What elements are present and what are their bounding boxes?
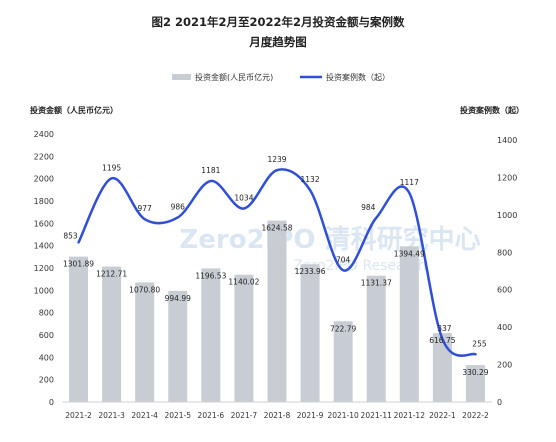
x-tick-label: 2021-3 [98,411,125,420]
left-tick-label: 1400 [34,242,54,251]
line-value-label: 853 [63,231,78,240]
x-tick-label: 2021-2 [65,411,92,420]
bar-value-label: 616.75 [429,336,455,345]
legend-label-bar: 投资金额(人民币亿元) [195,72,273,82]
line-value-label: 1132 [301,175,320,184]
bar [135,282,155,402]
bar-value-label: 330.29 [462,368,488,377]
left-tick-label: 2400 [34,130,54,139]
bar-value-label: 1196.53 [195,271,226,280]
bar-value-label: 1394.49 [394,249,425,258]
right-tick-label: 1400 [497,136,517,145]
bar-value-label: 1070.80 [129,285,160,294]
x-tick-label: 2021-11 [361,411,393,420]
right-tick-label: 600 [497,286,512,295]
right-tick-label: 400 [497,323,512,332]
right-axis-title: 投资案例数（起） [460,105,524,115]
line-value-label: 704 [336,255,351,264]
x-tick-label: 2021-7 [231,411,258,420]
right-tick-label: 1200 [497,173,517,182]
left-tick-label: 1000 [34,286,54,295]
line-value-label: 1195 [102,163,121,172]
bar-value-label: 1131.37 [361,279,392,288]
bar [168,290,188,402]
bar [399,246,419,402]
line-labels: 853 1195 977 986 1181 1034 1239 1132 704 984 1117 3… [63,155,486,348]
watermark-line1: Zero2IPO 清科研究中心 [179,224,480,255]
bar-value-label: 994.99 [165,294,191,303]
left-tick-label: 800 [39,309,54,318]
right-tick-label: 0 [497,398,502,407]
left-tick-label: 1200 [34,264,54,273]
right-tick-label: 800 [497,248,512,257]
x-tick-label: 2021-10 [327,411,359,420]
legend-label-line: 投资案例数（起） [326,72,390,82]
x-axis-ticks: 2021-2 2021-3 2021-4 2021-5 2021-6 2021-7 2021… [65,411,489,420]
left-tick-label: 400 [39,353,54,362]
bar [366,275,386,402]
bar [432,333,452,402]
line-value-label: 1181 [201,166,220,175]
left-axis-ticks: 0 200 400 600 800 1000 1200 1400 1600 1800 2000 220… [34,130,54,407]
legend-swatch-bar [172,74,191,80]
bar-value-label: 1624.58 [261,224,292,233]
line-value-label: 255 [472,339,487,348]
x-tick-label: 2021-12 [394,411,426,420]
watermark: Zero2IPO 清科研究中心 Zero2IPO Research [179,224,480,274]
line-value-label: 986 [171,202,186,211]
right-axis-ticks: 0 200 400 600 800 1000 1200 1400 [497,136,517,407]
bar [465,365,485,402]
line-value-label: 1117 [400,178,419,187]
line-value-label: 984 [361,203,376,212]
bar [69,256,89,402]
left-tick-label: 600 [39,331,54,340]
watermark-line2: Zero2IPO Research [293,258,426,274]
bar-value-label: 722.79 [330,324,356,333]
left-tick-label: 2200 [34,152,54,161]
right-tick-label: 200 [497,361,512,370]
left-tick-label: 1800 [34,197,54,206]
left-tick-label: 2000 [34,175,54,184]
x-tick-label: 2022-2 [462,411,489,420]
bar-value-label: 1233.96 [295,267,326,276]
bar [102,266,122,402]
x-tick-label: 2021-8 [264,411,291,420]
chart-title: 图2 2021年2月至2022年2月投资金额与案例数 [151,15,405,29]
bar [300,264,320,402]
x-tick-label: 2022-1 [429,411,456,420]
left-axis-title: 投资金额（人民币亿元） [30,105,118,115]
bar-value-label: 1212.71 [96,270,127,279]
line-value-label: 1034 [234,193,253,202]
bar-series [69,220,485,402]
bar [234,274,254,402]
line-series [77,168,477,357]
line-value-label: 1239 [267,155,286,164]
bar [201,268,221,402]
x-tick-label: 2021-5 [164,411,191,420]
bar-value-label: 1140.02 [228,278,259,287]
bar [333,321,353,402]
x-tick-label: 2021-9 [297,411,324,420]
legend: 投资金额(人民币亿元) 投资案例数（起） [172,72,390,82]
chart-subtitle: 月度趋势图 [248,35,307,49]
right-tick-label: 1000 [497,211,517,220]
x-tick-label: 2021-4 [131,411,158,420]
line-value-label: 977 [138,204,153,213]
left-tick-label: 1600 [34,219,54,228]
line-value-label: 337 [437,324,452,333]
x-tick-label: 2021-6 [198,411,225,420]
left-tick-label: 0 [49,398,54,407]
bar [267,220,287,402]
left-tick-label: 200 [39,376,54,385]
bar-value-label: 1301.89 [63,260,94,269]
